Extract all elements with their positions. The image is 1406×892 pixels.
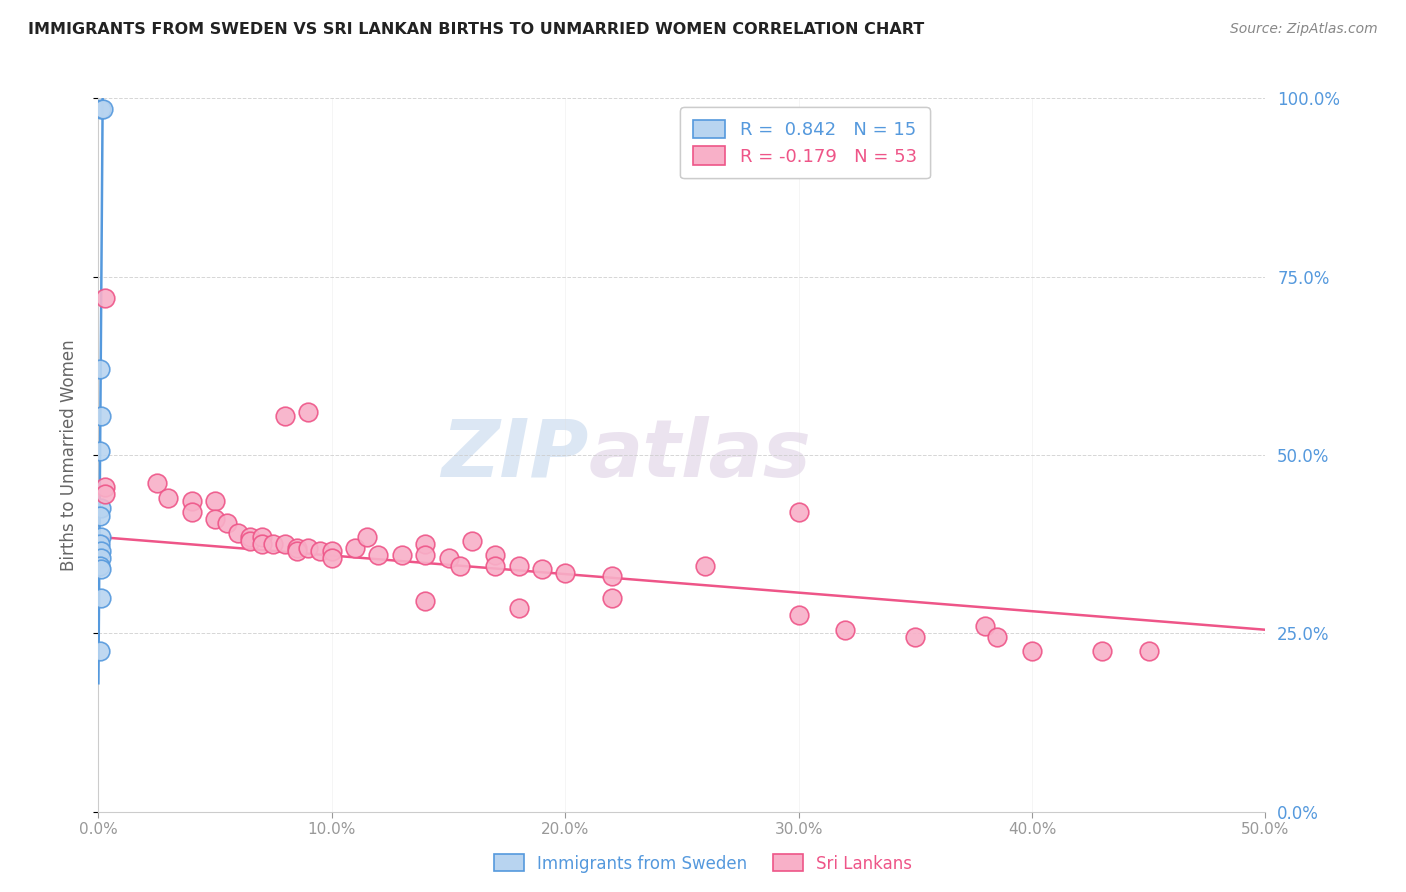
Point (90, 501, 112, 516)
Legend: R =  0.842   N = 15, R = -0.179   N = 53: R = 0.842 N = 15, R = -0.179 N = 53 (681, 107, 929, 178)
Point (484, 558, 506, 573)
Point (508, 558, 530, 573)
Point (413, 594, 436, 608)
Point (89, 537, 111, 551)
Point (250, 537, 273, 551)
Point (89, 644, 111, 658)
Point (215, 516, 238, 530)
Point (1137, 644, 1160, 658)
Point (90, 544, 112, 558)
Point (89, 508, 111, 523)
Point (204, 494, 226, 508)
Point (413, 537, 436, 551)
Point (508, 601, 530, 615)
Point (461, 533, 484, 548)
Point (904, 630, 927, 644)
Point (91, 102, 114, 116)
Point (274, 537, 297, 551)
Point (94, 480, 117, 494)
Point (262, 537, 284, 551)
Point (787, 505, 810, 519)
Point (89, 362, 111, 376)
Point (146, 476, 169, 491)
Point (94, 291, 117, 305)
Point (239, 533, 262, 548)
Point (600, 591, 623, 605)
Point (285, 541, 308, 555)
Text: Source: ZipAtlas.com: Source: ZipAtlas.com (1230, 22, 1378, 37)
Point (449, 558, 471, 573)
Point (90, 551, 112, 566)
Point (180, 505, 202, 519)
Point (413, 548, 436, 562)
Point (695, 558, 717, 573)
Point (239, 530, 262, 544)
Point (986, 630, 1008, 644)
Text: ZIP: ZIP (441, 416, 589, 494)
Point (90, 562, 112, 576)
Text: IMMIGRANTS FROM SWEDEN VS SRI LANKAN BIRTHS TO UNMARRIED WOMEN CORRELATION CHART: IMMIGRANTS FROM SWEDEN VS SRI LANKAN BIR… (28, 22, 924, 37)
Point (228, 526, 250, 541)
Point (89, 558, 111, 573)
Point (321, 551, 343, 566)
Point (530, 562, 553, 576)
Point (367, 548, 389, 562)
Point (787, 608, 810, 623)
Point (391, 548, 413, 562)
Point (89, 444, 111, 458)
Point (356, 530, 378, 544)
Point (437, 551, 460, 566)
Point (90, 409, 112, 423)
Point (321, 544, 343, 558)
Point (285, 544, 308, 558)
Point (204, 512, 226, 526)
Point (484, 548, 506, 562)
Point (297, 541, 319, 555)
Point (250, 530, 273, 544)
Point (974, 619, 997, 633)
Point (554, 566, 576, 580)
Point (1021, 644, 1043, 658)
Point (157, 491, 180, 505)
Point (834, 623, 856, 637)
Y-axis label: Births to Unmarried Women: Births to Unmarried Women (59, 339, 77, 571)
Text: atlas: atlas (589, 416, 811, 494)
Point (297, 405, 319, 419)
Point (94, 487, 117, 501)
Point (90, 530, 112, 544)
Point (1091, 644, 1114, 658)
Point (344, 541, 367, 555)
Point (180, 494, 202, 508)
Point (600, 569, 623, 583)
Point (309, 544, 332, 558)
Point (90, 591, 112, 605)
Point (90, 102, 112, 116)
Point (274, 409, 297, 423)
Legend: Immigrants from Sweden, Sri Lankans: Immigrants from Sweden, Sri Lankans (488, 847, 918, 880)
